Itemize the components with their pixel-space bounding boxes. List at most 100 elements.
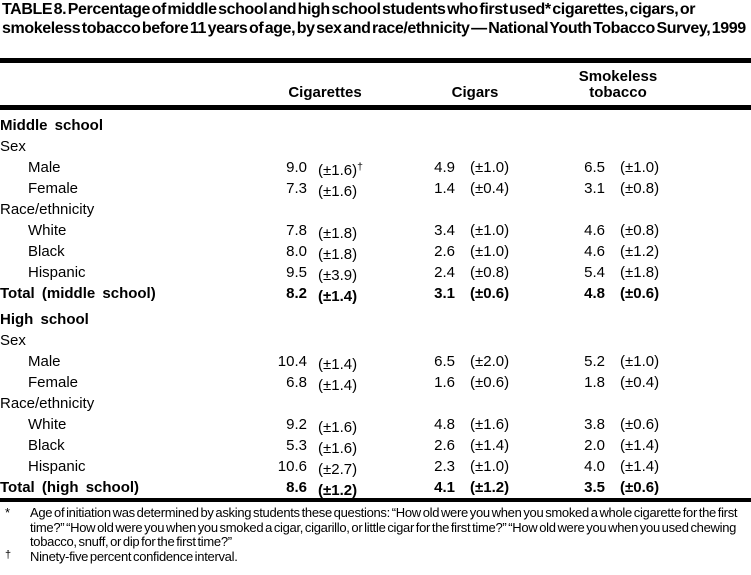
row-label: Black (28, 437, 65, 454)
table-row: Race/ethnicity (0, 199, 751, 220)
smokeless-value (550, 330, 605, 351)
cigarettes-value: 9.5 (286, 264, 307, 281)
table-row: Male 10.4 (±1.4) 6.5 (±2.0) 5.2 (±1.0) (0, 351, 751, 373)
cigarettes-value: 7.8 (286, 222, 307, 239)
table-row: Total (high school) 8.6 (±1.2) 4.1 (±1.2… (0, 477, 751, 499)
smokeless-value: 4.8 (584, 285, 605, 302)
cigarettes-value: 9.2 (286, 416, 307, 433)
row-label: White (28, 222, 67, 239)
cigarettes-value: 8.6 (286, 479, 307, 496)
row-label: White (28, 416, 67, 433)
table-row: Sex (0, 136, 751, 157)
cigarettes-value (250, 136, 307, 157)
cigars-confidence-interval: (±0.6) (470, 374, 510, 391)
cigarettes-confidence-interval: (±1.2) (318, 482, 358, 499)
smokeless-confidence-interval: (±0.6) (620, 285, 660, 302)
table-row: Female 7.3 (±1.6) 1.4 (±0.4) 3.1 (±0.8) (0, 178, 751, 200)
table-row: Male 9.0 (±1.6)† 4.9 (±1.0) 6.5 (±1.0) (0, 157, 751, 179)
row-label: Male (28, 353, 61, 370)
smokeless-value (550, 309, 605, 330)
smokeless-value: 5.2 (584, 353, 605, 370)
smokeless-value: 1.8 (584, 374, 605, 391)
table-row: Black 5.3 (±1.6) 2.6 (±1.4) 2.0 (±1.4) (0, 435, 751, 457)
cigarettes-value: 10.4 (277, 353, 307, 370)
asterisk-footnote-marker: * (5, 505, 10, 520)
cigarettes-value (250, 393, 307, 414)
cigarettes-confidence-interval (318, 330, 400, 351)
cigarettes-confidence-interval: (±1.4) (318, 377, 358, 394)
cigars-confidence-interval: (±1.2) (470, 479, 510, 496)
dagger-superscript: † (357, 161, 363, 173)
cigars-confidence-interval: (±0.6) (470, 285, 510, 302)
smokeless-value (550, 199, 605, 220)
cigars-value (400, 115, 455, 136)
cigarettes-confidence-interval: (±1.6) (318, 183, 358, 200)
table-row: Race/ethnicity (0, 393, 751, 414)
smokeless-value (550, 393, 605, 414)
row-label: High school (0, 311, 89, 328)
row-label: Female (28, 374, 79, 391)
cigars-value (400, 309, 455, 330)
cigarettes-confidence-interval: (±1.4) (318, 288, 358, 305)
row-label: Sex (0, 138, 26, 155)
smokeless-value: 4.6 (584, 222, 605, 239)
cigars-value (400, 136, 455, 157)
cigars-confidence-interval: (±2.0) (470, 353, 510, 370)
table-row: High school (0, 309, 751, 330)
smokeless-confidence-interval: (±0.8) (620, 222, 660, 239)
table-title: TABLE 8. Percentage of middle school and… (2, 1, 746, 37)
cigarettes-confidence-interval (318, 199, 400, 220)
smokeless-confidence-interval (620, 309, 686, 330)
cigarettes-value (250, 330, 307, 351)
cigars-confidence-interval: (±1.4) (470, 437, 510, 454)
cigars-confidence-interval: (±1.6) (470, 416, 510, 433)
footnote-initiation: * Age of initiation was determined by as… (0, 505, 749, 550)
smokeless-confidence-interval: (±0.6) (620, 416, 660, 433)
column-header-cigarettes: Cigarettes (288, 84, 362, 101)
smokeless-value: 4.0 (584, 458, 605, 475)
cigarettes-confidence-interval (318, 309, 400, 330)
cigarettes-value: 10.6 (277, 458, 307, 475)
smokeless-confidence-interval (620, 330, 686, 351)
dagger-footnote-marker: † (5, 548, 11, 561)
cigars-value: 3.4 (434, 222, 455, 239)
cigarettes-value: 7.3 (286, 180, 307, 197)
smokeless-confidence-interval (620, 136, 686, 157)
table-row: Sex (0, 330, 751, 351)
table-row: Middle school (0, 115, 751, 136)
cigars-confidence-interval: (±0.4) (470, 180, 510, 197)
smokeless-value (550, 136, 605, 157)
cigars-confidence-interval: (±1.0) (470, 458, 510, 475)
cigarettes-value: 9.0 (286, 159, 307, 176)
cigarettes-value: 5.3 (286, 437, 307, 454)
row-label: Sex (0, 332, 26, 349)
cigars-value: 2.3 (434, 458, 455, 475)
smokeless-confidence-interval: (±1.2) (620, 243, 660, 260)
smokeless-value (550, 115, 605, 136)
cigarettes-value: 6.8 (286, 374, 307, 391)
smokeless-confidence-interval: (±1.4) (620, 437, 660, 454)
cigars-confidence-interval (470, 330, 550, 351)
smokeless-confidence-interval: (±1.8) (620, 264, 660, 281)
table-row: Female 6.8 (±1.4) 1.6 (±0.6) 1.8 (±0.4) (0, 372, 751, 394)
cigarettes-confidence-interval (318, 136, 400, 157)
cigarettes-value: 8.2 (286, 285, 307, 302)
smokeless-confidence-interval: (±1.0) (620, 353, 660, 370)
row-label: Hispanic (28, 264, 86, 281)
footnote-confidence-interval: † Ninety-five percent confidence interva… (0, 548, 749, 565)
cigars-value (400, 199, 455, 220)
row-label: Hispanic (28, 458, 86, 475)
cigars-value: 4.8 (434, 416, 455, 433)
cigarettes-confidence-interval: (±1.6) (318, 419, 358, 436)
smokeless-value: 5.4 (584, 264, 605, 281)
cigars-value: 2.4 (434, 264, 455, 281)
column-header-cigars: Cigars (451, 84, 499, 101)
cigarettes-confidence-interval: (±1.6)† (318, 161, 363, 179)
cigars-confidence-interval (470, 115, 550, 136)
rule-bottom (0, 498, 751, 502)
table-row: Total (middle school) 8.2 (±1.4) 3.1 (±0… (0, 283, 751, 305)
smokeless-confidence-interval: (±0.4) (620, 374, 660, 391)
smokeless-value: 4.6 (584, 243, 605, 260)
cigarettes-value: 8.0 (286, 243, 307, 260)
